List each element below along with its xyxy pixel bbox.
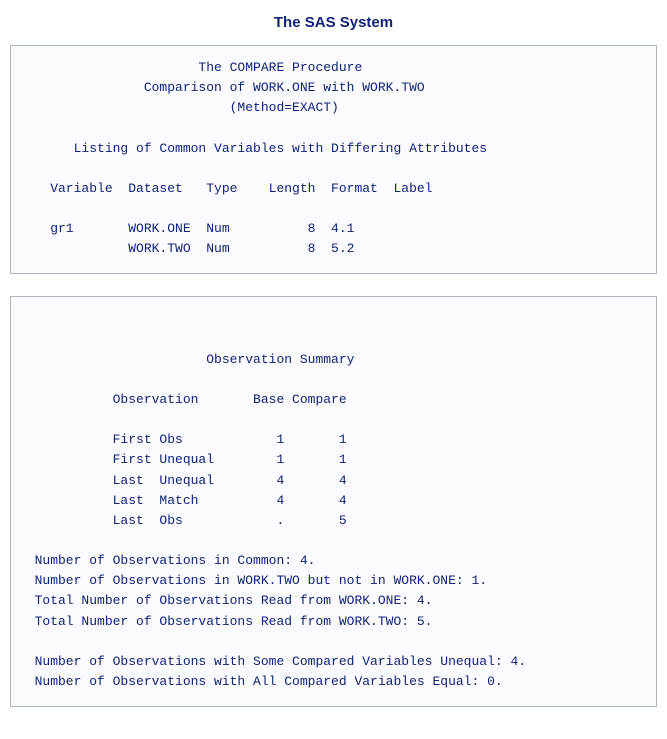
observation-summary-panel: Observation Summary Observation Base Com… <box>10 296 657 707</box>
page-title: The SAS System <box>10 14 657 31</box>
compare-attributes-panel: The COMPARE Procedure Comparison of WORK… <box>10 45 657 274</box>
